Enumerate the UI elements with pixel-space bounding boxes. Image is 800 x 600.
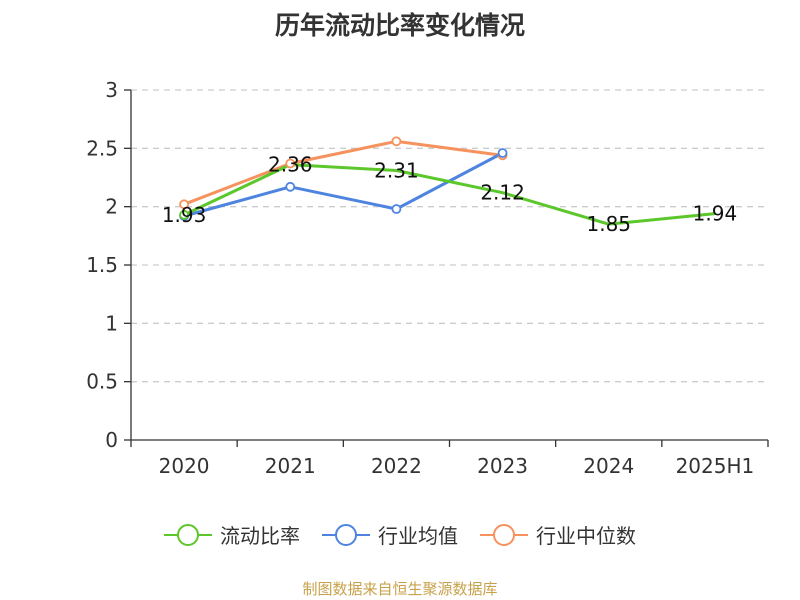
y-tick-label: 1.5 bbox=[86, 253, 118, 277]
x-tick-label: 2022 bbox=[371, 454, 422, 478]
data-point bbox=[391, 136, 402, 147]
x-tick-label: 2021 bbox=[265, 454, 316, 478]
legend-label: 流动比率 bbox=[220, 524, 300, 548]
source-note: 制图数据来自恒生聚源数据库 bbox=[302, 580, 498, 598]
legend-swatch-icon bbox=[322, 523, 370, 547]
y-tick-label: 0.5 bbox=[86, 370, 118, 394]
series-line bbox=[183, 139, 503, 206]
y-tick-label: 2 bbox=[105, 195, 118, 219]
x-tick-label: 2023 bbox=[477, 454, 528, 478]
legend-label: 行业均值 bbox=[378, 524, 458, 548]
grid-lines bbox=[131, 89, 768, 383]
data-label: 1.85 bbox=[586, 212, 631, 236]
data-point bbox=[179, 209, 189, 220]
legend-label: 行业中位数 bbox=[536, 524, 636, 548]
data-label: 2.36 bbox=[268, 153, 313, 177]
series-line bbox=[183, 163, 716, 226]
x-tick-label: 2025H1 bbox=[676, 454, 755, 478]
data-label: 1.93 bbox=[162, 203, 207, 227]
x-tick-label: 2020 bbox=[159, 454, 210, 478]
legend: 流动比率 行业均值 行业中位数 bbox=[0, 520, 800, 549]
y-tick-label: 0 bbox=[105, 428, 118, 452]
legend-swatch-icon bbox=[480, 523, 528, 547]
chart-title: 历年流动比率变化情况 bbox=[274, 11, 525, 40]
legend-swatch-icon bbox=[164, 523, 212, 547]
legend-item[interactable]: 行业中位数 bbox=[480, 520, 636, 549]
data-labels: 1.93 2.36 2.31 2.12 1.85 1.94 bbox=[162, 153, 737, 237]
data-label: 1.94 bbox=[693, 202, 738, 226]
data-point bbox=[497, 148, 508, 158]
axes: 0 0.5 1 1.5 2 2.5 3 2020 2021 2022 2023 2024 2025H1 bbox=[86, 78, 769, 478]
y-tick-label: 3 bbox=[105, 78, 118, 102]
legend-item[interactable]: 流动比率 bbox=[164, 520, 300, 549]
data-point bbox=[179, 199, 189, 210]
data-point bbox=[285, 181, 296, 192]
data-label: 2.31 bbox=[374, 159, 419, 183]
y-tick-label: 2.5 bbox=[86, 136, 118, 160]
x-tick-label: 2024 bbox=[583, 454, 634, 478]
data-point bbox=[285, 158, 296, 169]
data-point bbox=[391, 204, 402, 214]
series-lines bbox=[179, 136, 716, 226]
legend-item[interactable]: 行业均值 bbox=[322, 520, 458, 549]
y-tick-label: 1 bbox=[105, 311, 118, 335]
data-label: 2.12 bbox=[480, 181, 525, 205]
